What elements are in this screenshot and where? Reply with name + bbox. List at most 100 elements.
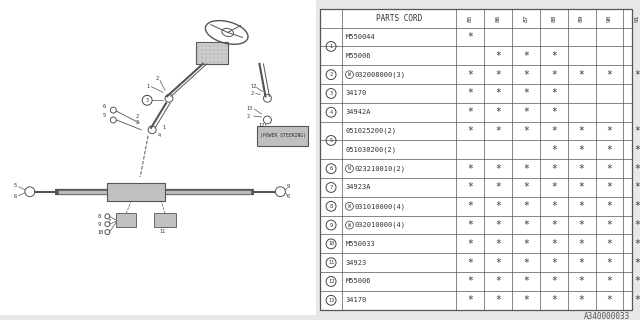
Text: 13: 13 [246,106,253,111]
Text: *: * [467,32,473,42]
Text: 34170: 34170 [346,91,367,96]
Text: *: * [634,276,640,286]
Text: *: * [607,126,612,136]
Text: *: * [579,182,584,192]
Text: 2: 2 [155,76,158,81]
Text: M55006: M55006 [346,278,371,284]
Text: *: * [495,88,501,99]
Text: *: * [579,201,584,211]
Text: (POWER STEERING): (POWER STEERING) [260,133,307,138]
Text: *: * [495,107,501,117]
Text: W: W [348,223,351,228]
Text: 032010000(4): 032010000(4) [355,222,405,228]
Text: *: * [551,201,557,211]
Text: *: * [607,164,612,174]
Text: *: * [495,258,501,268]
Text: *: * [551,51,557,61]
Text: *: * [607,70,612,80]
Text: *: * [607,220,612,230]
Text: *: * [523,201,529,211]
Text: *: * [467,239,473,249]
Text: *: * [495,239,501,249]
FancyBboxPatch shape [116,213,136,227]
Text: 5: 5 [14,183,17,188]
Text: *: * [551,164,557,174]
Text: *: * [634,295,640,305]
Text: 89: 89 [579,14,584,22]
Text: *: * [634,126,640,136]
Text: 9: 9 [97,222,100,227]
FancyBboxPatch shape [257,126,308,146]
Text: *: * [495,70,501,80]
Text: *: * [467,295,473,305]
Text: *: * [551,220,557,230]
Text: *: * [607,182,612,192]
Text: *: * [579,239,584,249]
Text: *: * [495,182,501,192]
Text: *: * [523,51,529,61]
Text: 6: 6 [330,166,333,171]
Text: *: * [551,258,557,268]
Text: *: * [579,126,584,136]
Text: *: * [551,70,557,80]
Text: *: * [523,70,529,80]
Text: 2: 2 [135,114,138,118]
Text: *: * [523,276,529,286]
Text: 34170: 34170 [346,297,367,303]
Text: 3: 3 [146,98,148,103]
Text: M550033: M550033 [346,241,376,247]
Text: 1: 1 [162,125,165,130]
Text: *: * [523,258,529,268]
Text: *: * [634,182,640,192]
Text: 8: 8 [97,214,100,219]
Text: *: * [607,201,612,211]
Text: *: * [579,258,584,268]
Text: 6: 6 [102,104,106,109]
Text: *: * [523,164,529,174]
Text: 5: 5 [330,138,333,143]
Text: *: * [634,220,640,230]
Text: 051025200(2): 051025200(2) [346,128,397,134]
Text: *: * [523,126,529,136]
Text: *: * [551,126,557,136]
Text: *: * [551,145,557,155]
Text: A340000033: A340000033 [584,313,630,320]
Text: *: * [495,164,501,174]
Text: *: * [551,182,557,192]
Text: 87: 87 [524,14,529,22]
Text: *: * [551,239,557,249]
Text: 34942A: 34942A [346,109,371,115]
Text: *: * [579,70,584,80]
Text: *: * [467,107,473,117]
Text: 032008000(3): 032008000(3) [355,71,405,78]
Text: 90: 90 [607,14,612,22]
Text: *: * [551,295,557,305]
FancyBboxPatch shape [108,183,165,201]
Text: *: * [551,88,557,99]
Text: 11: 11 [328,260,334,265]
Text: *: * [523,239,529,249]
Text: *: * [579,295,584,305]
Text: 11: 11 [159,228,165,234]
Text: *: * [495,220,501,230]
Text: 34923: 34923 [346,260,367,266]
Text: *: * [523,295,529,305]
Text: M550044: M550044 [346,34,376,40]
Text: 10: 10 [97,229,104,235]
Text: 2: 2 [330,72,333,77]
Text: *: * [467,276,473,286]
Text: 7: 7 [330,185,333,190]
Text: 86: 86 [495,14,500,22]
Text: W: W [348,204,351,209]
FancyBboxPatch shape [196,42,228,64]
Text: 1: 1 [330,44,333,49]
Text: 13: 13 [328,298,334,303]
Text: *: * [551,107,557,117]
FancyBboxPatch shape [154,213,176,227]
Text: *: * [467,88,473,99]
Text: *: * [467,70,473,80]
Bar [320,9,632,310]
Text: *: * [579,145,584,155]
Text: 12: 12 [259,123,265,128]
Text: *: * [579,276,584,286]
